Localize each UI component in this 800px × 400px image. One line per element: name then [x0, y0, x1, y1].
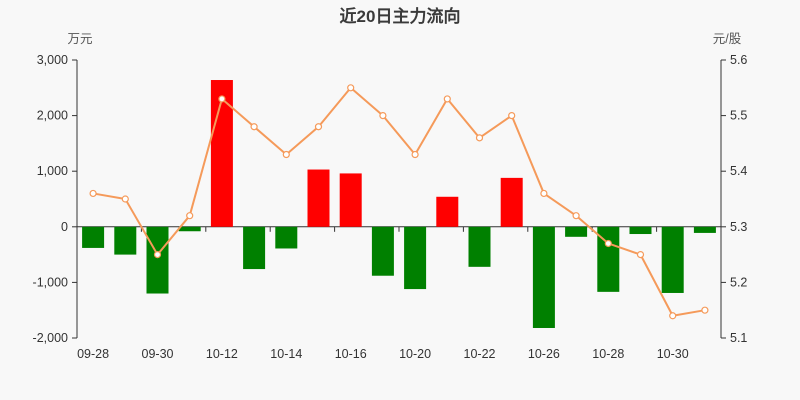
- x-axis-date-label: 10-30: [657, 347, 689, 361]
- main-flow-bar[interactable]: [82, 226, 105, 248]
- price-point-marker[interactable]: [89, 189, 97, 198]
- right-axis-tick-label: 5.4: [730, 164, 747, 178]
- price-point-marker[interactable]: [218, 95, 226, 103]
- right-axis-tick-label: 5.3: [730, 220, 747, 234]
- x-axis-date-label: 09-30: [142, 347, 174, 361]
- price-point-marker[interactable]: [540, 189, 548, 198]
- price-point-marker[interactable]: [669, 312, 677, 320]
- x-axis-date-label: 10-12: [206, 347, 238, 361]
- right-axis-tick-label: 5.6: [730, 53, 747, 67]
- main-flow-bar[interactable]: [565, 226, 588, 237]
- main-flow-bar[interactable]: [404, 226, 427, 290]
- main-flow-bar[interactable]: [500, 177, 523, 227]
- bar-series-layer: [82, 80, 716, 328]
- price-point-marker[interactable]: [701, 306, 709, 314]
- right-axis-tick-label: 5.1: [730, 331, 747, 345]
- main-flow-bar[interactable]: [114, 226, 137, 255]
- main-flow-bar[interactable]: [629, 226, 652, 235]
- x-axis-date-label: 10-14: [270, 347, 302, 361]
- left-axis-unit-label: 万元: [67, 32, 92, 46]
- x-axis-date-label: 09-28: [77, 347, 109, 361]
- price-point-marker[interactable]: [604, 239, 612, 248]
- x-axis-date-label: 10-26: [528, 347, 560, 361]
- chart-title: 近20日主力流向: [340, 6, 461, 26]
- left-axis-tick-label: -2,000: [33, 331, 68, 345]
- price-point-marker[interactable]: [250, 123, 258, 131]
- price-point-marker[interactable]: [282, 150, 290, 159]
- x-axis-date-label: 10-22: [464, 347, 496, 361]
- price-point-marker[interactable]: [121, 195, 129, 203]
- x-axis-date-label: 10-28: [592, 347, 624, 361]
- price-point-marker[interactable]: [347, 84, 355, 92]
- left-axis-tick-label: 1,000: [37, 164, 68, 178]
- axes-layer: 3,000 5.6 2,000 5.5 1,000 5.4 0 5.3 -1,000 5.2 -2,…: [33, 53, 748, 361]
- main-flow-bar[interactable]: [243, 226, 266, 270]
- main-flow-bar[interactable]: [597, 226, 620, 292]
- x-axis-date-label: 10-20: [399, 347, 431, 361]
- price-point-marker[interactable]: [379, 111, 387, 120]
- left-axis-tick-label: 3,000: [37, 53, 68, 67]
- price-point-marker[interactable]: [572, 212, 580, 220]
- main-flow-bar[interactable]: [661, 226, 684, 293]
- price-point-marker[interactable]: [475, 134, 484, 142]
- main-flow-bar[interactable]: [371, 226, 394, 276]
- main-flow-bar[interactable]: [339, 173, 362, 227]
- price-point-marker[interactable]: [411, 150, 419, 159]
- left-axis-tick-label: 2,000: [37, 109, 68, 123]
- right-axis-unit-label: 元/股: [713, 32, 742, 46]
- price-point-marker[interactable]: [186, 212, 194, 220]
- price-point-marker[interactable]: [443, 95, 451, 103]
- x-axis-date-label: 10-16: [335, 347, 367, 361]
- price-point-marker[interactable]: [636, 251, 645, 259]
- price-point-marker[interactable]: [314, 123, 323, 131]
- right-axis-tick-label: 5.5: [730, 109, 747, 123]
- main-flow-bar[interactable]: [532, 226, 555, 328]
- main-flow-bar[interactable]: [275, 226, 298, 249]
- price-point-marker[interactable]: [153, 251, 162, 259]
- main-flow-bar[interactable]: [468, 226, 491, 267]
- price-point-marker[interactable]: [508, 111, 516, 120]
- right-axis-tick-label: 5.2: [730, 275, 747, 289]
- main-flow-bar[interactable]: [178, 226, 201, 232]
- left-axis-tick-label: -1,000: [33, 275, 68, 289]
- left-axis-tick-label: 0: [61, 220, 68, 234]
- main-flow-bar[interactable]: [146, 226, 169, 294]
- price-line-layer: [89, 84, 709, 320]
- main-flow-bar[interactable]: [307, 169, 330, 227]
- main-flow-bar[interactable]: [436, 196, 459, 227]
- main-flow-bar[interactable]: [693, 226, 716, 233]
- price-line: [92, 86, 706, 317]
